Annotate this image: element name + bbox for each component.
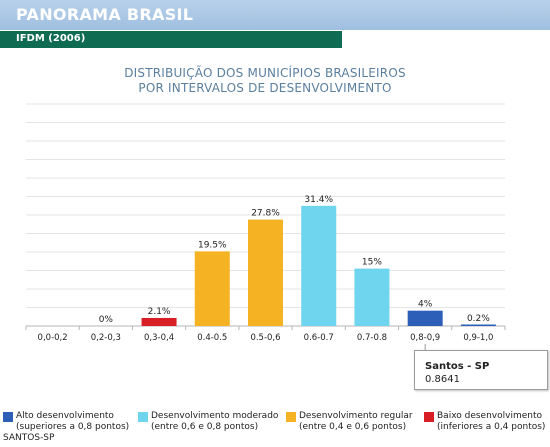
legend-label-baixo: Baixo desenvolvimento: [437, 411, 542, 421]
bar-5: [248, 219, 283, 326]
x-tick-label-1: 0,0-0,2: [38, 333, 68, 343]
legend-desc-regular: (entre 0,4 e 0,6 pontos): [299, 422, 407, 432]
panorama-header: PANORAMA BRASIL: [0, 0, 550, 30]
data-label-6: 31.4%: [304, 195, 333, 205]
chart-title-line-1: DISTRIBUIÇÃO DOS MUNICÍPIOS BRASILEIROS: [124, 66, 406, 80]
data-label-3: 2.1%: [148, 307, 171, 317]
legend-swatch-moderado: [138, 412, 148, 422]
chart-title-line-2: POR INTERVALOS DE DESENVOLVIMENTO: [138, 81, 392, 95]
x-tick-label-3: 0,3-0,4: [144, 333, 174, 343]
bar-9: [460, 324, 496, 326]
legend-label-moderado: Desenvolvimento moderado: [151, 411, 279, 421]
x-tick-label-4: 0.4-0.5: [197, 333, 227, 343]
bar-3: [141, 317, 177, 326]
x-tick-label-6: 0.6-0.7: [304, 333, 334, 343]
legend-label-alto: Alto desenvolvimento: [16, 411, 114, 421]
data-label-2: 0%: [99, 315, 114, 325]
x-tick-label-7: 0.7-0.8: [357, 333, 387, 343]
page-title: PANORAMA BRASIL: [16, 5, 194, 24]
legend-desc-moderado: (entre 0,6 e 0,8 pontos): [151, 422, 259, 432]
data-label-9: 0.2%: [467, 314, 490, 324]
legend-label-regular: Desenvolvimento regular: [299, 411, 413, 421]
x-tick-label-2: 0,2-0,3: [91, 333, 121, 343]
tooltip-value: 0.8641: [425, 374, 460, 385]
x-tick-label-9: 0,9-1,0: [463, 333, 493, 343]
legend-desc-baixo: (inferiores a 0,4 pontos): [437, 422, 546, 432]
data-label-7: 15%: [362, 258, 382, 268]
bar-6: [301, 205, 337, 326]
bar-7: [354, 268, 390, 326]
bar-4: [194, 251, 230, 326]
page-subtitle: IFDM (2006): [16, 33, 86, 44]
data-label-5: 27.8%: [251, 209, 280, 219]
data-label-4: 19.5%: [198, 240, 227, 250]
legend-desc-alto: (superiores a 0,8 pontos): [16, 422, 130, 432]
legend-swatch-baixo: [424, 412, 434, 422]
x-tick-label-8: 0,8-0,9: [410, 333, 440, 343]
subtitle-bar: IFDM (2006): [0, 31, 342, 48]
tooltip-city: Santos - SP: [425, 361, 490, 372]
bar-8: [407, 310, 443, 326]
city-tooltip: Santos - SP 0.8641: [414, 350, 548, 390]
legend-swatch-regular: [286, 412, 296, 422]
legend-swatch-alto: [3, 412, 13, 422]
x-tick-label-5: 0.5-0,6: [250, 333, 280, 343]
data-label-8: 4%: [418, 300, 433, 310]
selected-city-label: SANTOS-SP: [3, 433, 55, 443]
